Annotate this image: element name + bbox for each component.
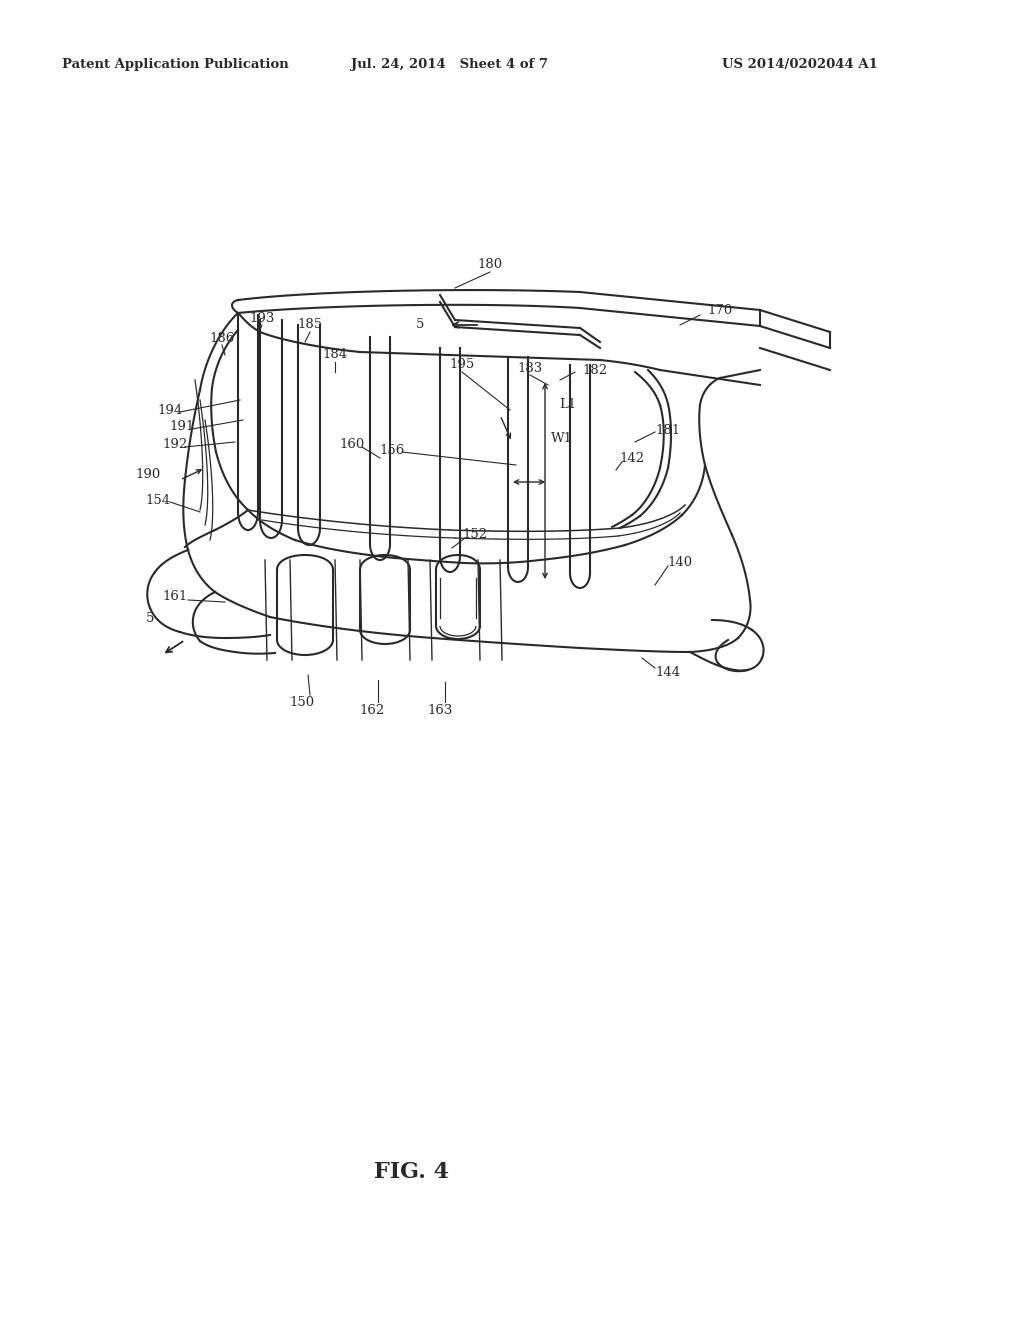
Text: 152: 152: [463, 528, 487, 541]
Text: 193: 193: [249, 312, 274, 325]
Text: 5: 5: [145, 611, 155, 624]
Text: 142: 142: [620, 451, 644, 465]
Text: 163: 163: [427, 704, 453, 717]
Text: L1: L1: [559, 399, 577, 412]
Text: 181: 181: [655, 424, 681, 437]
Text: 154: 154: [145, 494, 171, 507]
Text: Jul. 24, 2014   Sheet 4 of 7: Jul. 24, 2014 Sheet 4 of 7: [351, 58, 549, 71]
Text: 184: 184: [323, 348, 347, 362]
Text: US 2014/0202044 A1: US 2014/0202044 A1: [722, 58, 878, 71]
Text: 150: 150: [290, 696, 314, 709]
Text: 162: 162: [359, 704, 385, 717]
Text: 161: 161: [163, 590, 187, 603]
Text: 186: 186: [209, 331, 234, 345]
Text: FIG. 4: FIG. 4: [375, 1162, 450, 1183]
Text: 144: 144: [655, 665, 681, 678]
Text: 170: 170: [708, 304, 732, 317]
Text: 192: 192: [163, 438, 187, 451]
Text: 140: 140: [668, 556, 692, 569]
Text: 160: 160: [339, 438, 365, 451]
Text: 194: 194: [158, 404, 182, 417]
Text: 5: 5: [416, 318, 424, 331]
Text: 180: 180: [477, 259, 503, 272]
Text: Patent Application Publication: Patent Application Publication: [61, 58, 289, 71]
Text: 185: 185: [297, 318, 323, 331]
Text: W1: W1: [551, 432, 573, 445]
Text: 191: 191: [169, 421, 195, 433]
Text: 182: 182: [583, 363, 607, 376]
Text: 195: 195: [450, 359, 475, 371]
Text: 183: 183: [517, 362, 543, 375]
Text: 156: 156: [379, 444, 404, 457]
Text: 190: 190: [135, 469, 161, 482]
